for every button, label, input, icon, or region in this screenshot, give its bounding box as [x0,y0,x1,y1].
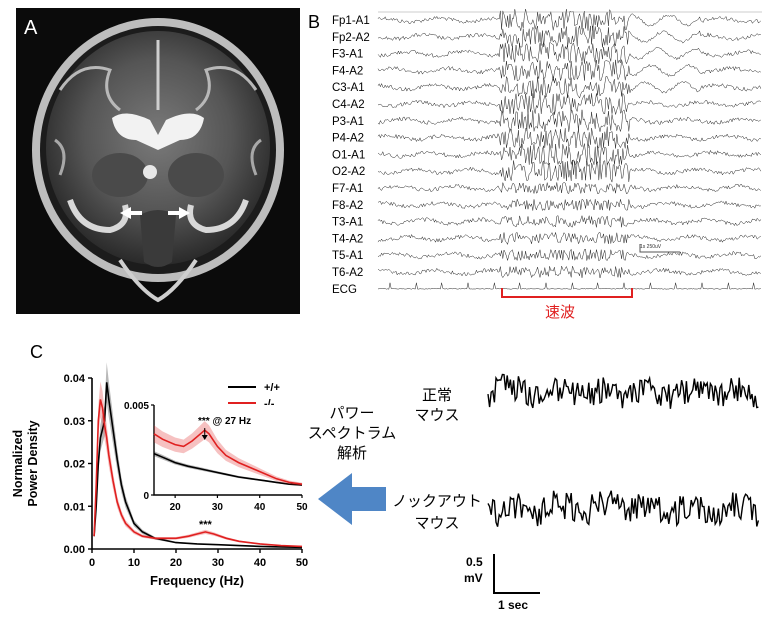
scale-bar-time: 1 sec [498,598,528,612]
eeg-scale-bar-text: 1s 250uV [640,244,662,250]
analysis-arrow: パワー スペクトラム 解析 [308,404,397,525]
eeg-channel-label: P3-A1 [332,116,364,128]
eeg-channel-label: ECG [332,284,357,296]
y-tick-label: 0.04 [64,373,86,385]
trace-scale-bar: 0.5 mV 1 sec [464,554,540,612]
analysis-label-line-2: スペクトラム [308,424,397,442]
inset-knockout-series-band [154,421,302,486]
inset-x-tick-label: 20 [170,502,182,513]
eeg-channel-label: F4-A2 [332,65,363,77]
eeg-channel-trace [377,198,761,212]
inset-knockout-series-line [153,429,303,485]
knockout-mouse-trace [487,490,760,528]
y-tick-label: 0.00 [64,544,85,556]
eeg-channel-label: T4-A2 [332,233,363,245]
panel-b: B Fp1-A1 Fp2-A2 F3-A1 F4-A2 C3-A1 C4-A2 P3-A1 P… [308,8,762,321]
eeg-channel-label: O1-A1 [332,149,365,161]
x-tick-label: 0 [89,557,95,569]
normal-mouse-trace [487,373,759,409]
mri-brain-drawing [32,18,284,303]
eeg-channel-labels: Fp1-A1 Fp2-A2 F3-A1 F4-A2 C3-A1 C4-A2 P3-A1 P4-… [332,15,370,296]
fast-wave-bracket: 速波 [501,288,633,321]
eeg-channel-label: T5-A1 [332,250,363,262]
knockout-series-line [93,399,303,548]
eeg-channel-label: T3-A1 [332,217,363,229]
eeg-channel-trace [377,160,762,183]
ecg-trace [377,282,761,290]
scale-bar-voltage-value: 0.5 [466,555,483,569]
knockout-mouse-label-line-2: マウス [414,514,459,532]
panel-a: A [16,8,300,314]
inset-x-tick-label: 40 [254,502,266,513]
wildtype-series-line [93,382,303,549]
inset-annotation-arrowhead [201,435,208,440]
eeg-channel-trace [377,182,761,195]
eeg-channel-label: C3-A1 [332,82,365,94]
eeg-channel-trace [377,42,761,65]
eeg-channel-trace [377,59,761,82]
power-spectrum-chart: 0.00 0.01 0.02 0.03 0.04 0 10 20 30 40 50 Frequency… [11,362,308,588]
inset-y-tick-label: 0 [143,491,149,502]
y-axis-label: Power Density [26,420,40,506]
eeg-channel-label: F3-A1 [332,49,363,61]
eeg-channel-label: T6-A2 [332,267,363,279]
inset-x-tick-label: 50 [296,502,308,513]
normal-mouse-label-line-1: 正常 [422,386,452,404]
power-spectrum-inset: 0 0.005 20 30 40 50 *** @ 27 Hz [124,401,308,513]
scale-bar-voltage-unit: mV [464,571,483,585]
eeg-channel-label: Fp1-A1 [332,15,370,27]
x-tick-label: 40 [254,557,266,569]
normal-mouse-label-line-2: マウス [414,406,459,424]
eeg-channel-trace [377,215,762,228]
eeg-channel-label: F8-A2 [332,200,363,212]
eeg-channel-trace [377,25,761,48]
x-axis-label: Frequency (Hz) [150,573,244,588]
eeg-channel-trace [377,75,762,99]
eeg-channel-label: P4-A2 [332,133,364,145]
panel-a-label: A [24,17,38,39]
fast-wave-label: 速波 [545,303,575,321]
legend-label: +/+ [264,382,280,394]
eeg-channel-trace [377,232,761,246]
inset-x-tick-label: 30 [212,502,224,513]
eeg-channel-trace [377,126,761,149]
x-tick-label: 50 [296,557,308,569]
knockout-mouse-label-line-1: ノックアウト [392,492,482,510]
inset-annotation: *** @ 27 Hz [198,416,251,427]
eeg-channel-label: C4-A2 [332,99,365,111]
eeg-channel-trace [377,248,761,262]
eeg-channel-trace [377,109,761,133]
y-axis-label: Normalized [11,430,25,497]
x-tick-label: 30 [212,557,224,569]
panel-c: C 0.00 0.01 0.02 0.03 0.04 0 10 20 30 40 50 Frequen… [11,342,760,612]
inset-y-tick-label: 0.005 [124,401,149,412]
analysis-label-line-1: パワー [329,404,374,422]
y-tick-label: 0.03 [64,416,85,428]
eeg-channel-label: O2-A2 [332,166,365,178]
y-tick-label: 0.01 [64,501,85,513]
panel-b-label: B [308,12,320,32]
inset-wildtype-series-line [153,452,303,486]
eeg-channel-trace [377,92,761,115]
eeg-channel-label: Fp2-A2 [332,32,370,44]
legend-label: -/- [264,398,275,410]
x-tick-label: 20 [170,557,182,569]
significance-marker: *** [199,519,213,531]
panel-c-label: C [30,342,43,362]
x-tick-label: 10 [128,557,140,569]
eeg-channel-trace [377,8,761,31]
eeg-scale-bar: 1s 250uV [639,244,680,253]
analysis-label-line-3: 解析 [337,444,367,462]
eeg-channel-label: F7-A1 [332,183,363,195]
eeg-traces [377,8,762,290]
inset-background [154,405,302,495]
eeg-channel-trace [377,142,761,166]
analysis-arrow-shape [318,473,386,525]
y-tick-label: 0.02 [64,459,85,471]
eeg-channel-trace [377,265,761,279]
